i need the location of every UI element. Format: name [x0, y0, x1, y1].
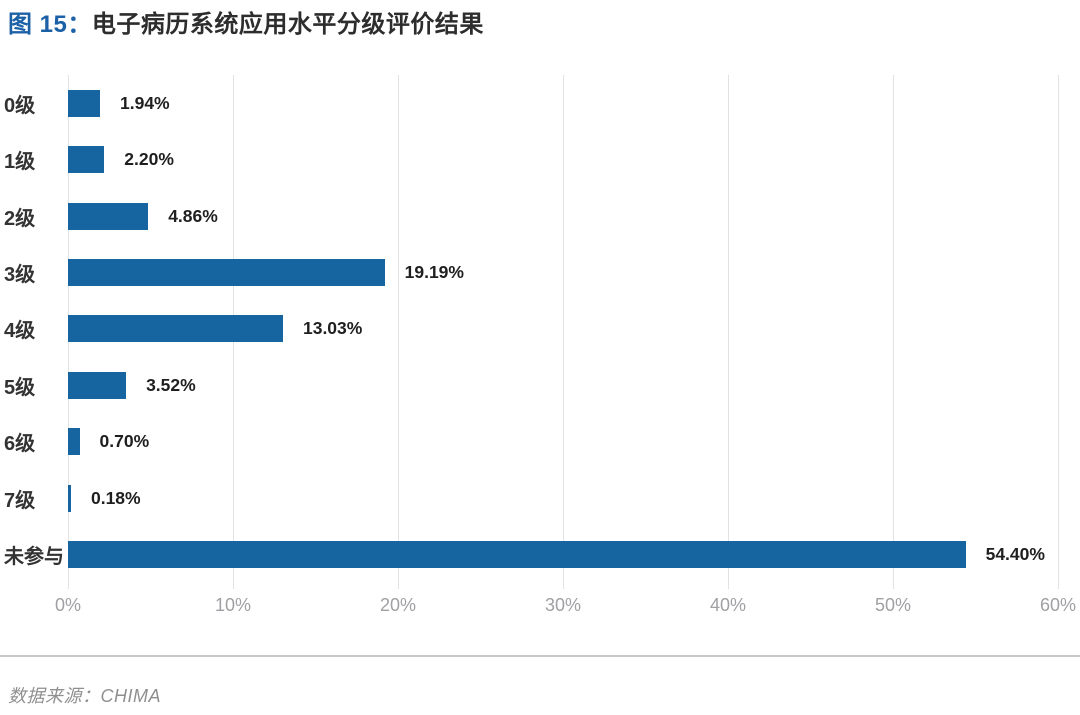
gridline: [1058, 75, 1059, 589]
x-axis-tick-label: 10%: [214, 595, 252, 615]
bar-row: 19.19%: [68, 244, 1058, 300]
page-title: 图 15：电子病历系统应用水平分级评价结果: [8, 4, 484, 39]
bar: [68, 89, 100, 117]
x-axis-tick-label: 50%: [874, 595, 912, 615]
category-label: 3级: [4, 264, 36, 287]
bar-row: 4.86%: [68, 188, 1058, 244]
bar: [68, 146, 105, 174]
data-source-note: 数据来源：CHIMA: [8, 686, 161, 706]
bar: [68, 202, 149, 230]
bar: [68, 484, 71, 512]
value-label: 2.20%: [124, 149, 174, 170]
value-label: 4.86%: [168, 205, 218, 226]
value-label: 54.40%: [985, 544, 1045, 565]
category-label: 6级: [4, 433, 36, 456]
bar: [68, 428, 80, 456]
bar: [68, 259, 385, 287]
value-label: 3.52%: [146, 374, 196, 395]
value-label: 0.18%: [90, 487, 141, 508]
bar-chart: 0级 1级 2级 3级 4级 5级 6级 7级未参与 1.94% 2.20% 4.86% 19.19…: [0, 75, 1080, 635]
bar: [68, 371, 127, 399]
bar-row: 0.18%: [68, 470, 1058, 526]
category-axis: 0级 1级 2级 3级 4级 5级 6级 7级未参与: [0, 75, 68, 583]
bar: [68, 541, 966, 569]
bars-layer: 1.94% 2.20% 4.86% 19.19% 13.03% 3.52% 0.70% 0.1…: [68, 75, 1058, 583]
figure-number-label: 图 15：: [8, 11, 92, 38]
category-label: 1级: [4, 151, 36, 174]
bar-row: 2.20%: [68, 131, 1058, 187]
x-axis-tick-label: 60%: [1039, 595, 1077, 615]
value-label: 1.94%: [120, 92, 170, 113]
category-label: 未参与: [4, 546, 64, 569]
value-label: 13.03%: [302, 318, 363, 339]
bar-row: 13.03%: [68, 301, 1058, 357]
footer-divider: [0, 655, 1080, 657]
category-label: 4级: [4, 320, 36, 343]
value-label: 19.19%: [404, 262, 464, 283]
category-label: 7级: [4, 489, 36, 512]
bar-row: 0.70%: [68, 414, 1058, 470]
x-axis-tick-label: 20%: [379, 595, 417, 615]
x-axis-tick-label: 30%: [544, 595, 582, 615]
value-label: 0.70%: [99, 431, 150, 452]
category-label: 5级: [4, 376, 36, 399]
x-axis-ticks: 0% 10% 20% 30% 40% 50% 60%: [55, 595, 1076, 619]
figure-title-text: 电子病历系统应用水平分级评价结果: [91, 11, 484, 38]
bar: [68, 315, 283, 343]
category-label: 2级: [4, 207, 36, 230]
plot-area: 1.94% 2.20% 4.86% 19.19% 13.03% 3.52% 0.70% 0.1…: [68, 75, 1059, 589]
bar-row: 3.52%: [68, 357, 1058, 413]
bar-row: 54.40%: [68, 527, 1058, 583]
x-axis-tick-label: 0%: [54, 595, 82, 615]
category-label: 0级: [4, 94, 36, 117]
bar-row: 1.94%: [68, 75, 1058, 131]
x-axis-tick-label: 40%: [709, 595, 747, 615]
